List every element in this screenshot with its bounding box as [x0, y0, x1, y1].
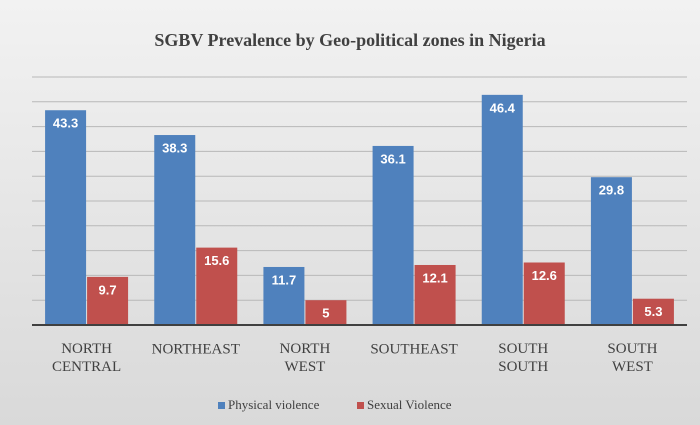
bar: [45, 110, 87, 326]
x-tick-label: SOUTH WEST: [607, 341, 657, 375]
data-label: 43.3: [53, 116, 78, 131]
data-label: 12.6: [532, 268, 557, 283]
data-label: 5: [322, 306, 329, 321]
data-label: 12.1: [422, 270, 447, 285]
data-label: 15.6: [204, 253, 229, 268]
data-label: 29.8: [599, 183, 624, 198]
bar: [263, 266, 305, 325]
bar: [154, 135, 196, 325]
data-label: 46.4: [490, 100, 516, 115]
x-tick-label-line: NORTH: [280, 341, 331, 357]
x-tick-label: SOUTHEAST: [370, 341, 458, 357]
data-label: 38.3: [162, 140, 187, 155]
x-tick-label-line: WEST: [612, 359, 653, 375]
bar: [196, 247, 238, 325]
data-label: 36.1: [380, 151, 405, 166]
bar: [305, 300, 347, 325]
x-tick-label: NORTH WEST: [280, 341, 331, 375]
legend-label: Sexual Violence: [367, 397, 452, 412]
bar: [632, 298, 674, 325]
legend-label: Physical violence: [228, 397, 320, 412]
bar: [414, 264, 456, 325]
bar: [523, 262, 565, 325]
legend: Physical violence Sexual Violence: [218, 397, 452, 412]
x-tick-label-line: NORTH: [61, 341, 112, 357]
x-tick-label-line: SOUTH: [498, 359, 548, 375]
data-label: 9.7: [99, 282, 117, 297]
x-tick-label-line: SOUTH: [498, 341, 548, 357]
bar: [372, 145, 414, 325]
chart-title: SGBV Prevalence by Geo-political zones i…: [154, 30, 545, 50]
data-label: 5.3: [644, 304, 662, 319]
bar: [87, 276, 129, 325]
x-tick-label-line: WEST: [285, 359, 326, 375]
x-tick-label-line: CENTRAL: [52, 359, 121, 375]
data-label: 11.7: [272, 272, 297, 287]
bar: [590, 177, 632, 325]
legend-swatch: [218, 402, 225, 409]
legend-swatch: [357, 402, 364, 409]
x-tick-label: NORTHEAST: [152, 341, 240, 357]
x-tick-label: SOUTH SOUTH: [498, 341, 548, 375]
x-tick-label-line: SOUTH: [607, 341, 657, 357]
x-tick-label: NORTH CENTRAL: [52, 341, 121, 375]
bar: [481, 94, 523, 325]
